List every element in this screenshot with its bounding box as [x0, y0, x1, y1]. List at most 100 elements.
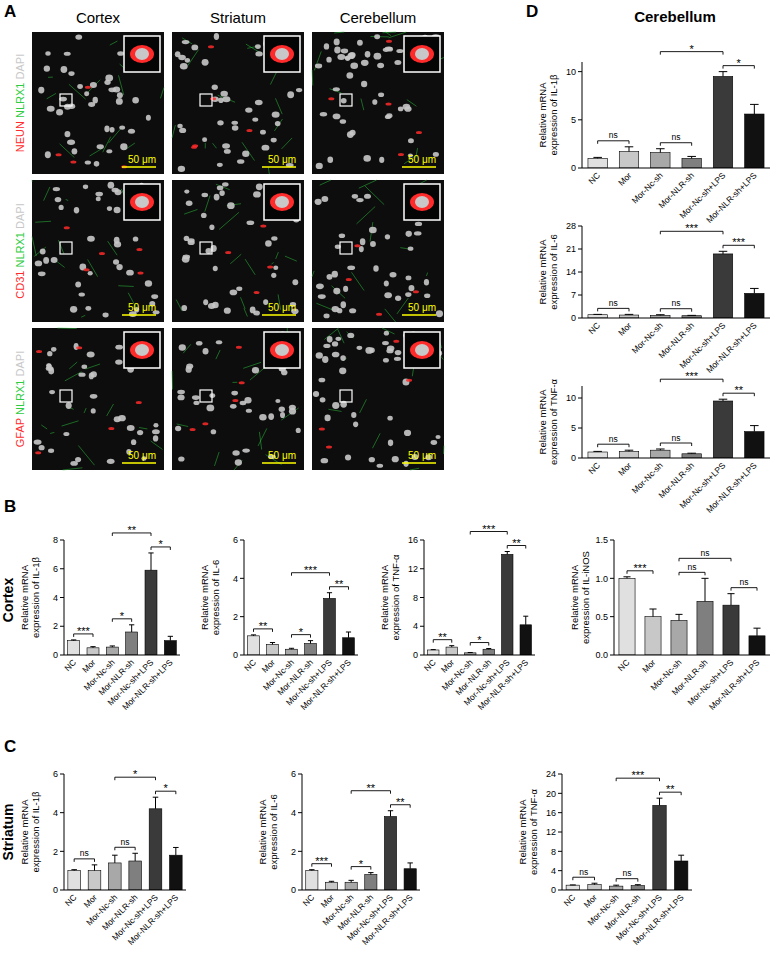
nucleus [272, 111, 280, 117]
x-axis [582, 168, 770, 169]
nucleus [334, 47, 340, 54]
stain-label: CD31 [14, 271, 26, 299]
marker-signal [260, 224, 266, 227]
x-tick-label: Mor-NLR-sh+LPS [475, 657, 530, 712]
panel-letter: D [526, 2, 538, 21]
nucleus [316, 352, 323, 359]
error-stem [410, 863, 411, 869]
nucleus [327, 336, 333, 343]
significance-label: ns [672, 132, 681, 142]
nucleus [202, 137, 207, 142]
nucleus [222, 182, 229, 186]
scale-bar-label: 50 μm [408, 154, 436, 165]
fiber [214, 452, 219, 466]
nucleus [116, 264, 122, 270]
nucleus [40, 249, 46, 255]
marks [619, 577, 765, 655]
x-tick-label: NC [616, 657, 632, 673]
error-bar [675, 614, 682, 620]
error-cap [112, 855, 118, 856]
nucleus [79, 292, 85, 296]
error-bar [656, 149, 665, 153]
scale-bar-label: 50 μm [408, 302, 436, 313]
nucleus [232, 125, 239, 131]
nucleus [218, 97, 223, 103]
nucleus [47, 351, 52, 356]
bar [129, 861, 142, 890]
nucleus [322, 356, 328, 363]
nucleus [327, 274, 333, 280]
marker-signal [210, 97, 216, 100]
x-tick-label: NC [63, 892, 79, 908]
fiber [352, 272, 365, 290]
nucleus [217, 186, 224, 191]
nucleus [97, 144, 104, 149]
y-axis [64, 540, 65, 655]
fiber [32, 236, 36, 255]
nucleus [81, 364, 87, 369]
nucleus [110, 127, 115, 133]
error-bar [289, 648, 294, 650]
nucleus [196, 341, 203, 346]
nucleus [114, 416, 121, 422]
fiber [360, 399, 367, 413]
figure: ABCDCortexStriatumCerebellumCortexStriat… [0, 0, 783, 960]
nucleus [363, 155, 371, 162]
nucleus [390, 272, 397, 278]
nucleus [39, 445, 45, 450]
micrograph: 50 μm [172, 180, 304, 322]
error-cap [592, 883, 598, 884]
nucleus [114, 237, 120, 244]
region-label: Striatum [0, 804, 16, 861]
error-bar [173, 847, 179, 855]
y-tick [298, 812, 302, 813]
significance-bracket [598, 444, 629, 447]
y-tick [558, 774, 562, 775]
error-cap [750, 104, 759, 105]
error-stem [170, 636, 171, 640]
error-cap [687, 315, 696, 316]
y-tick-label: 24 [546, 769, 556, 779]
fiber [347, 332, 354, 338]
bar [520, 625, 531, 655]
error-cap [348, 880, 353, 881]
nucleus [75, 282, 81, 288]
scale-bar-label: 50 μm [128, 154, 156, 165]
y-axis [562, 774, 563, 890]
nucleus [90, 394, 98, 399]
y-axis-label: expression of TNF-α [528, 788, 539, 875]
y-tick [578, 249, 582, 250]
nucleus [114, 207, 121, 214]
fiber [244, 308, 247, 316]
significance-label: *** [685, 222, 699, 234]
nucleus [227, 202, 235, 209]
nucleus [91, 408, 96, 413]
fiber [81, 315, 85, 317]
marker-signal [416, 131, 422, 134]
nucleus [332, 341, 338, 346]
bar [609, 886, 622, 890]
scale-bar-label: 50 μm [128, 302, 156, 313]
bar [109, 863, 122, 890]
significance-label: *** [304, 564, 318, 576]
error-cap [468, 652, 473, 653]
nucleus [78, 372, 85, 376]
nucleus [120, 143, 127, 150]
y-tick [578, 458, 582, 459]
nucleus [45, 151, 51, 158]
error-cap [635, 884, 641, 885]
nucleus [360, 238, 366, 245]
x-axis [424, 655, 535, 656]
image-background [312, 328, 444, 470]
panel-letter: B [4, 497, 16, 516]
marker-signal [70, 161, 76, 164]
nucleus [320, 397, 326, 402]
marker-signal [85, 86, 91, 89]
inset-nucleus [135, 196, 149, 208]
inset-nucleus [275, 48, 289, 60]
significance-bracket [660, 143, 691, 146]
inset-signal [130, 193, 154, 211]
x-axis [244, 655, 358, 656]
error-bar [750, 426, 759, 432]
nucleus [337, 308, 343, 313]
